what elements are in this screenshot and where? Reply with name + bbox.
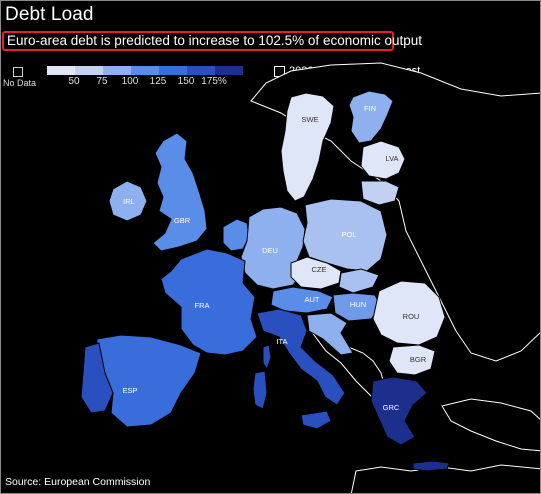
country-ita — [256, 308, 346, 406]
label-swe: SWE — [301, 115, 318, 124]
island-sardinia — [252, 370, 268, 410]
label-esp: ESP — [122, 386, 137, 395]
label-ita: ITA — [276, 337, 287, 346]
scale-swatch-1 — [75, 66, 103, 75]
country-lithuania — [360, 180, 400, 206]
country-grc — [370, 376, 428, 446]
country-lva — [360, 140, 406, 180]
country-slovakia — [338, 268, 380, 294]
label-cze: CZE — [312, 265, 327, 274]
country-bgr — [388, 344, 436, 376]
label-grc: GRC — [383, 403, 400, 412]
island-crete — [412, 460, 450, 472]
label-hun: HUN — [350, 300, 366, 309]
color-scale — [47, 66, 243, 75]
country-swe — [280, 92, 335, 202]
label-deu: DEU — [262, 246, 278, 255]
scale-swatch-6 — [215, 66, 243, 75]
country-aut — [270, 286, 334, 314]
no-data-label: No Data — [3, 78, 37, 88]
label-lva: LVA — [385, 154, 398, 163]
scale-swatch-0 — [47, 66, 75, 75]
country-gbr — [152, 132, 208, 252]
page-title: Debt Load — [5, 4, 94, 25]
label-fra: FRA — [195, 301, 210, 310]
scale-swatch-2 — [103, 66, 131, 75]
label-pol: POL — [341, 230, 356, 239]
scale-tick-2: 100 — [121, 76, 139, 87]
country-fra — [160, 248, 258, 356]
island-sicily — [300, 410, 332, 430]
country-slovenia-croatia — [306, 312, 354, 356]
subtitle: Euro-area debt is predicted to increase … — [2, 31, 422, 51]
background-land — [250, 62, 540, 493]
country-rou — [372, 280, 446, 346]
country-irl — [108, 180, 148, 222]
island-corsica — [262, 344, 272, 371]
no-data-swatch — [13, 67, 23, 77]
label-bgr: BGR — [410, 355, 427, 364]
scale-tick-5: 175% — [201, 76, 227, 87]
scale-tick-1: 75 — [96, 76, 108, 87]
label-fin: FIN — [364, 104, 376, 113]
scale-tick-3: 125 — [149, 76, 167, 87]
label-irl: IRL — [123, 197, 135, 206]
scale-swatch-3 — [131, 66, 159, 75]
country-portugal — [80, 342, 114, 414]
source-note: Source: European Commission — [5, 476, 151, 488]
label-aut: AUT — [305, 295, 320, 304]
label-gbr: GBR — [174, 216, 191, 225]
scale-swatch-5 — [187, 66, 215, 75]
scale-tick-0: 50 — [68, 76, 80, 87]
country-cze — [290, 256, 342, 290]
label-rou: ROU — [403, 312, 420, 321]
country-esp — [96, 334, 202, 428]
scale-tick-4: 150 — [177, 76, 195, 87]
country-fin — [348, 90, 394, 144]
country-labels: SWE FIN LVA IRL GBR DEU POL CZE AUT HUN ROU BGR FRA E… — [122, 104, 426, 412]
scale-swatch-4 — [159, 66, 187, 75]
